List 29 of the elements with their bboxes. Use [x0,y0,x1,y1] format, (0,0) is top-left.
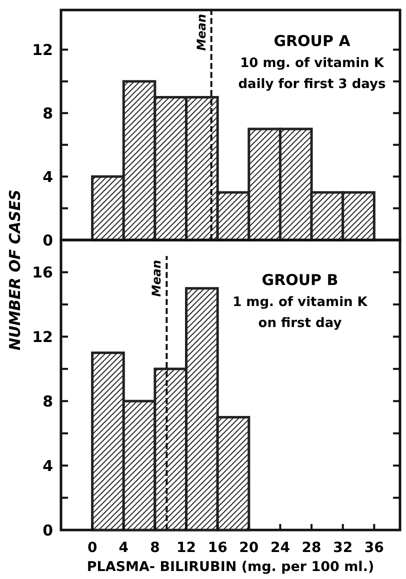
y-tick-label: 12 [32,328,53,346]
annotation: 1 mg. of vitamin K [232,295,368,310]
x-tick-label: 20 [239,540,259,556]
annotation: 10 mg. of vitamin K [240,56,385,71]
y-tick-label: 4 [42,168,53,186]
y-tick-label: 8 [42,392,53,410]
x-axis-title: PLASMA- BILIRUBIN (mg. per 100 ml.) [86,559,374,575]
x-tick-label: 32 [333,540,353,556]
y-tick-label: 12 [32,40,53,59]
annotation: on first day [258,316,342,331]
x-tick-label: 8 [150,540,160,556]
ref-line-label: Mean [150,260,164,297]
y-axis-title: NUMBER OF CASES [6,190,24,350]
ref-line-label: Mean [194,14,208,51]
y-tick-label: 4 [42,456,53,475]
x-tick-label: 16 [208,540,228,556]
x-tick-label: 28 [302,540,322,556]
x-tick-label: 4 [118,540,129,556]
x-tick-label: 24 [270,540,290,556]
x-tick-label: 36 [364,540,384,556]
y-tick-label: 0 [42,521,53,540]
annotation: GROUP B [262,271,338,289]
x-tick-label: 0 [87,540,98,556]
y-tick-label: 16 [32,263,53,282]
y-tick-label: 8 [42,104,53,122]
annotation: daily for first 3 days [238,77,386,92]
x-tick-label: 12 [176,540,196,556]
y-tick-label: 0 [42,231,53,250]
annotation: GROUP A [274,32,351,50]
